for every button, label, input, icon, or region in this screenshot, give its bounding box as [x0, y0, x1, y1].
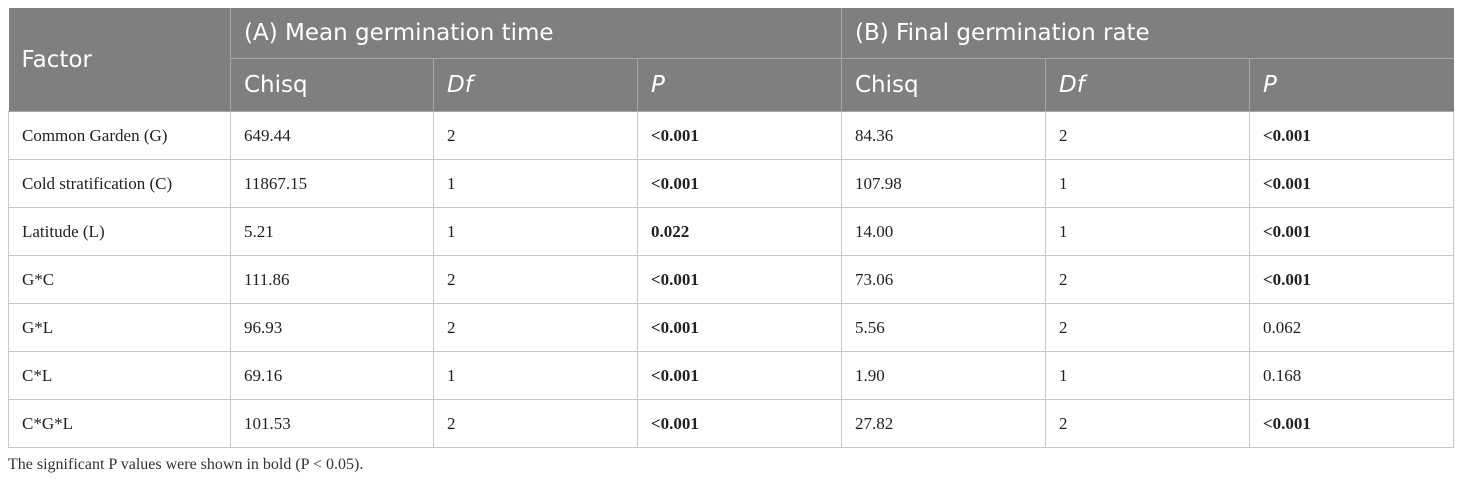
cell-b-chisq: 107.98	[841, 159, 1046, 208]
cell-b-df: 2	[1045, 255, 1250, 304]
table-row: C*L 69.16 1 <0.001 1.90 1 0.168	[8, 351, 1455, 400]
cell-a-df: 1	[433, 207, 638, 256]
cell-factor: Cold stratification (C)	[8, 159, 231, 208]
cell-b-p: <0.001	[1249, 255, 1455, 304]
cell-factor: C*L	[8, 351, 231, 400]
cell-b-df: 1	[1045, 351, 1250, 400]
cell-b-p: <0.001	[1249, 159, 1455, 208]
table-row: G*C 111.86 2 <0.001 73.06 2 <0.001	[8, 255, 1455, 304]
table-row: G*L 96.93 2 <0.001 5.56 2 0.062	[8, 303, 1455, 352]
cell-a-p: <0.001	[637, 111, 842, 160]
header-b-chisq: Chisq	[841, 58, 1046, 112]
table-header: Factor (A) Mean germination time (B) Fin…	[8, 8, 1454, 112]
stats-table: Factor (A) Mean germination time (B) Fin…	[8, 8, 1455, 448]
cell-b-p: <0.001	[1249, 399, 1455, 448]
cell-a-df: 1	[433, 351, 638, 400]
header-b-df: Df	[1045, 58, 1250, 112]
header-a-chisq: Chisq	[230, 58, 434, 112]
cell-factor: C*G*L	[8, 399, 231, 448]
cell-a-p: <0.001	[637, 399, 842, 448]
cell-a-df: 1	[433, 159, 638, 208]
cell-a-df: 2	[433, 255, 638, 304]
table-body: Common Garden (G) 649.44 2 <0.001 84.36 …	[8, 111, 1455, 448]
cell-a-p: 0.022	[637, 207, 842, 256]
cell-b-chisq: 14.00	[841, 207, 1046, 256]
cell-b-chisq: 73.06	[841, 255, 1046, 304]
table-row: Cold stratification (C) 11867.15 1 <0.00…	[8, 159, 1455, 208]
cell-b-p: 0.168	[1249, 351, 1455, 400]
cell-b-df: 2	[1045, 399, 1250, 448]
header-a-p: P	[637, 58, 842, 112]
cell-a-chisq: 11867.15	[230, 159, 434, 208]
cell-b-p: <0.001	[1249, 207, 1455, 256]
cell-b-p: <0.001	[1249, 111, 1455, 160]
table-footnote: The significant P values were shown in b…	[8, 456, 364, 473]
cell-a-chisq: 649.44	[230, 111, 434, 160]
cell-a-chisq: 96.93	[230, 303, 434, 352]
cell-a-chisq: 101.53	[230, 399, 434, 448]
cell-a-p: <0.001	[637, 159, 842, 208]
cell-b-chisq: 27.82	[841, 399, 1046, 448]
cell-b-df: 2	[1045, 111, 1250, 160]
header-group-a: (A) Mean germination time	[230, 8, 842, 59]
cell-factor: G*C	[8, 255, 231, 304]
header-row-columns: Chisq Df P Chisq Df P	[9, 58, 1454, 112]
cell-b-chisq: 1.90	[841, 351, 1046, 400]
cell-b-chisq: 5.56	[841, 303, 1046, 352]
cell-a-df: 2	[433, 303, 638, 352]
cell-b-df: 1	[1045, 207, 1250, 256]
cell-a-df: 2	[433, 399, 638, 448]
cell-b-chisq: 84.36	[841, 111, 1046, 160]
table-row: Common Garden (G) 649.44 2 <0.001 84.36 …	[8, 111, 1455, 160]
cell-factor: G*L	[8, 303, 231, 352]
cell-b-p: 0.062	[1249, 303, 1455, 352]
stats-table-container: Factor (A) Mean germination time (B) Fin…	[8, 8, 1455, 448]
cell-a-chisq: 5.21	[230, 207, 434, 256]
cell-factor: Common Garden (G)	[8, 111, 231, 160]
cell-b-df: 2	[1045, 303, 1250, 352]
cell-a-p: <0.001	[637, 303, 842, 352]
cell-a-df: 2	[433, 111, 638, 160]
header-group-b: (B) Final germination rate	[841, 8, 1454, 59]
cell-a-p: <0.001	[637, 351, 842, 400]
cell-b-df: 1	[1045, 159, 1250, 208]
header-b-p: P	[1249, 58, 1454, 112]
cell-a-chisq: 111.86	[230, 255, 434, 304]
header-a-df: Df	[433, 58, 638, 112]
table-row: Latitude (L) 5.21 1 0.022 14.00 1 <0.001	[8, 207, 1455, 256]
table-row: C*G*L 101.53 2 <0.001 27.82 2 <0.001	[8, 399, 1455, 448]
cell-a-p: <0.001	[637, 255, 842, 304]
header-factor: Factor	[8, 8, 231, 112]
header-row-groups: Factor (A) Mean germination time (B) Fin…	[8, 8, 1454, 112]
cell-a-chisq: 69.16	[230, 351, 434, 400]
cell-factor: Latitude (L)	[8, 207, 231, 256]
